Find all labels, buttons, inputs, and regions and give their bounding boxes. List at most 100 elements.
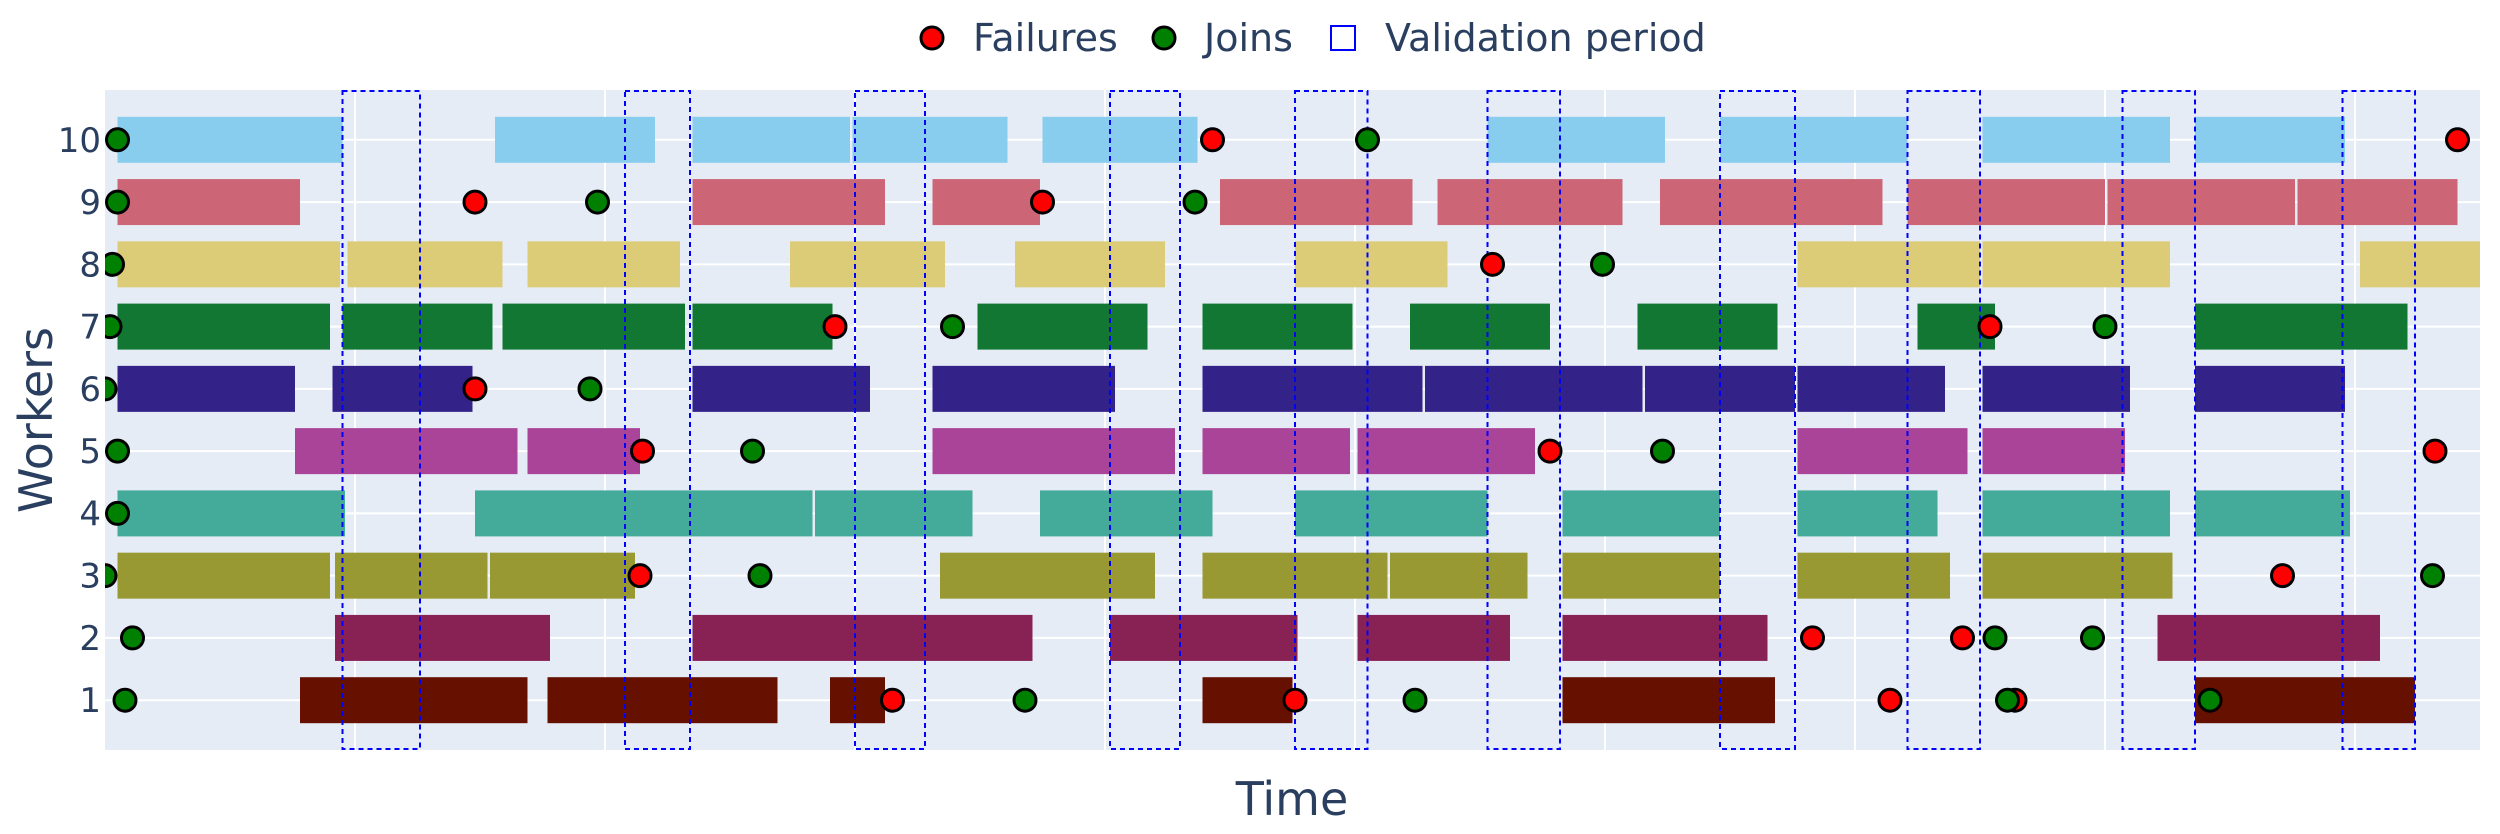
worker-3-segment (490, 552, 635, 599)
worker-8-segment (2360, 241, 2480, 288)
legend-validation-label: Validation period (1385, 16, 1706, 60)
join-marker (1355, 127, 1380, 153)
worker-10-segment (117, 116, 343, 163)
y-tick-label: 2 (79, 619, 101, 659)
worker-9-segment (1437, 179, 1623, 226)
worker-6-segment (1797, 365, 1945, 412)
legend-validation-marker (1330, 25, 1356, 51)
failure-marker (1537, 438, 1563, 464)
join-marker (112, 687, 138, 713)
x-axis-title: Time (1235, 772, 1349, 826)
y-tick-label: 8 (79, 245, 101, 285)
worker-1-segment (547, 677, 778, 724)
validation-period-box (1486, 90, 1561, 750)
worker-4-segment (2195, 490, 2350, 537)
worker-2-segment (1110, 614, 1298, 661)
worker-1-segment (1562, 677, 1775, 724)
worker-10-segment (495, 116, 655, 163)
join-marker (747, 563, 773, 589)
worker-8-segment (790, 241, 945, 288)
worker-9-segment (2107, 179, 2295, 226)
legend-failures-label: Failures (973, 16, 1118, 60)
worker-1-segment (2195, 677, 2415, 724)
worker-4-segment (1982, 490, 2170, 537)
worker-2-segment (2157, 614, 2380, 661)
worker-10-segment (1720, 116, 1908, 163)
legend: Failures Joins Validation period (919, 16, 1706, 60)
worker-5-segment (932, 428, 1175, 475)
failure-marker (1800, 625, 1825, 651)
worker-2-segment (335, 614, 550, 661)
worker-4-segment (1040, 490, 1213, 537)
worker-5-segment (527, 428, 640, 475)
y-tick-label: 5 (79, 432, 101, 472)
validation-period-box (1719, 90, 1796, 750)
y-tick-label: 6 (79, 370, 101, 410)
failure-marker (1877, 687, 1903, 713)
event-markers (105, 127, 2470, 713)
y-tick-label: 4 (79, 494, 101, 534)
join-marker (105, 376, 118, 402)
join-marker (585, 189, 610, 215)
y-tick-labels: 1 2 3 4 5 6 7 8 9 10 (58, 121, 101, 721)
worker-9-segment (117, 179, 300, 226)
join-marker (1402, 687, 1428, 713)
failure-marker (1480, 251, 1505, 277)
validation-period-box (1109, 90, 1181, 750)
worker-8-segment (347, 241, 503, 288)
worker-3-segment (1390, 552, 1528, 599)
join-marker (740, 438, 765, 464)
join-marker (1982, 625, 2008, 651)
worker-6-segment (332, 365, 473, 412)
join-marker (1650, 438, 1675, 464)
worker-2-segment (1562, 614, 1768, 661)
worker-3-segment (940, 552, 1155, 599)
validation-period-box (624, 90, 691, 750)
worker-7-segment (977, 303, 1148, 350)
worker-8-segment (1982, 241, 2170, 288)
y-tick-label: 9 (79, 183, 101, 223)
worker-6-segment (932, 365, 1115, 412)
join-marker (1182, 189, 1208, 215)
legend-joins-marker (1151, 25, 1177, 51)
worker-4-segment (475, 490, 813, 537)
failure-marker (627, 563, 653, 589)
join-marker (2092, 314, 2118, 340)
worker-10-segment (1042, 116, 1198, 163)
worker-9-segment (1907, 179, 2105, 226)
failure-marker (1200, 127, 1225, 153)
join-marker (2197, 687, 2223, 713)
worker-5-segment (1797, 428, 1968, 475)
worker-9-segment (1220, 179, 1413, 226)
validation-period-box (854, 90, 926, 750)
worker-10-segment (1487, 116, 1665, 163)
worker-6-segment (2195, 365, 2345, 412)
y-tick-label: 3 (79, 557, 101, 597)
join-marker (1012, 687, 1038, 713)
join-marker (120, 625, 145, 651)
failure-marker (1282, 687, 1308, 713)
worker-1-segment (300, 677, 528, 724)
worker-segments (117, 116, 2480, 724)
validation-periods (341, 90, 2416, 750)
worker-5-segment (295, 428, 518, 475)
worker-1-segment (1202, 677, 1293, 724)
worker-3-segment (1982, 552, 2173, 599)
worker-9-segment (1660, 179, 1883, 226)
legend-failures-marker (919, 25, 945, 51)
join-marker (105, 314, 123, 340)
validation-period-box (1906, 90, 1981, 750)
validation-period-box (2341, 90, 2416, 750)
failure-marker (2422, 438, 2448, 464)
worker-7-segment (117, 303, 330, 350)
worker-5-segment (1202, 428, 1350, 475)
join-marker (1590, 251, 1615, 277)
worker-4-segment (117, 490, 345, 537)
worker-5-segment (1357, 428, 1535, 475)
y-axis-title: Workers (9, 327, 63, 513)
worker-7-segment (1637, 303, 1778, 350)
legend-joins-label: Joins (1202, 16, 1293, 60)
failure-marker (1030, 189, 1055, 215)
worker-6-segment (1425, 365, 1643, 412)
